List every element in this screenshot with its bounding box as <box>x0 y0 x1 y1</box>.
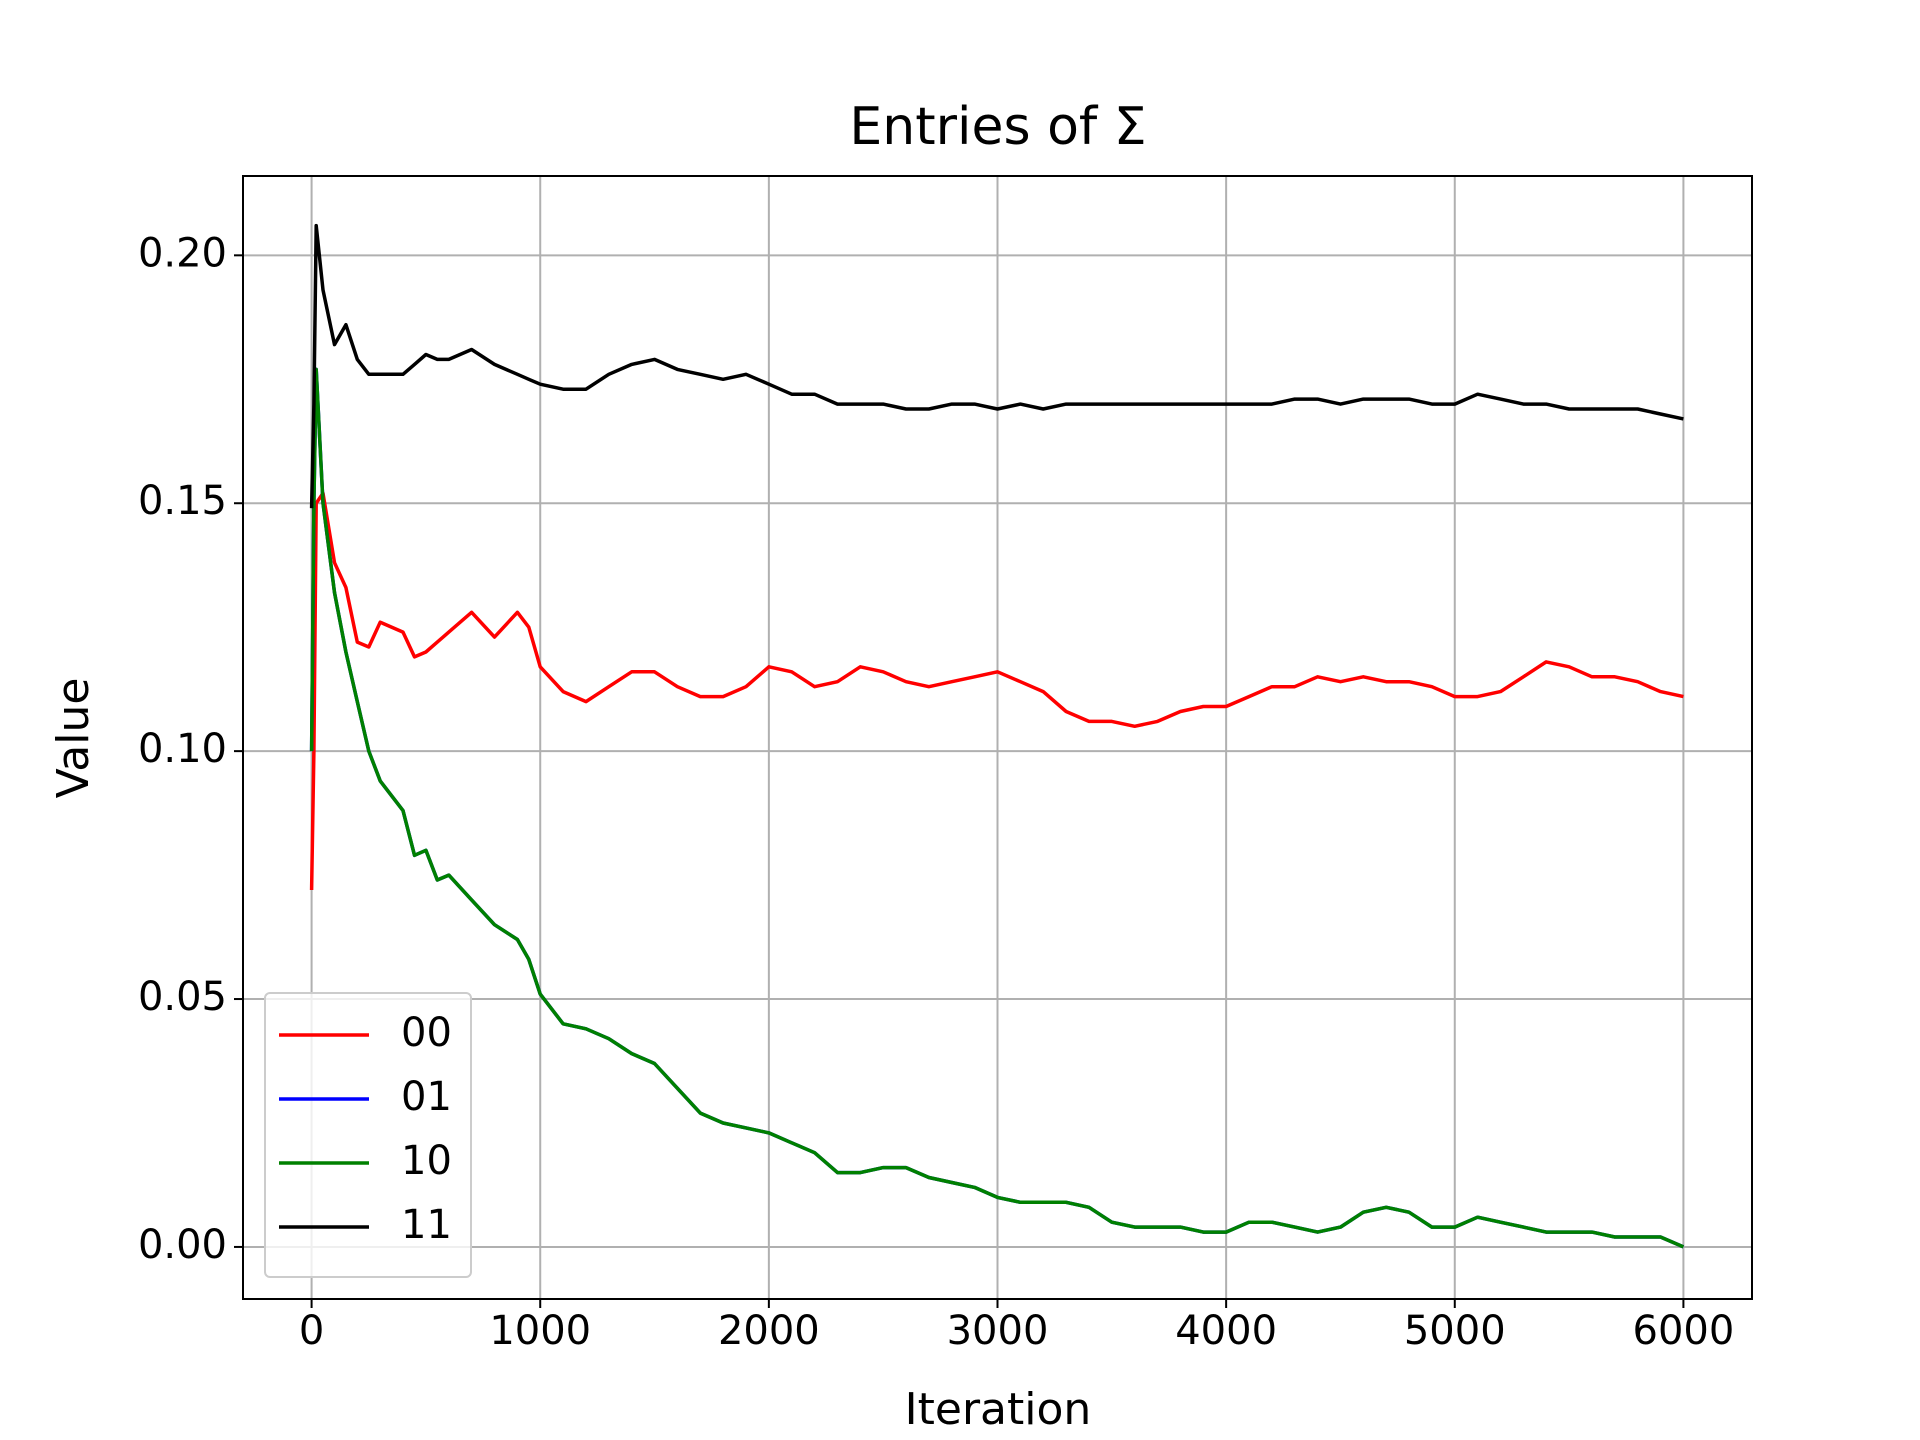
y-axis-label: Value <box>48 678 99 799</box>
x-tick-label: 0 <box>299 1308 324 1354</box>
series-line <box>309 223 1684 509</box>
chart-title: Entries of Σ <box>849 97 1146 157</box>
y-tick-label: 0.20 <box>138 230 227 276</box>
plot-frame <box>242 175 1753 1300</box>
x-tick-label: 1000 <box>489 1308 591 1354</box>
legend-label: 01 <box>401 1074 452 1120</box>
y-tick-label: 0.00 <box>138 1222 227 1268</box>
x-tick-label: 4000 <box>1175 1308 1277 1354</box>
legend: 00 01 10 11 <box>264 992 472 1278</box>
legend-label: 10 <box>401 1138 452 1184</box>
y-tick-label: 0.05 <box>138 974 227 1020</box>
x-axis-label: Iteration <box>905 1384 1092 1435</box>
x-tick-label: 2000 <box>718 1308 820 1354</box>
x-tick-label: 5000 <box>1404 1308 1506 1354</box>
y-tick-label: 0.10 <box>138 726 227 772</box>
series-line <box>309 367 1685 1249</box>
legend-label: 11 <box>401 1202 452 1248</box>
legend-label: 00 <box>401 1010 452 1056</box>
series-line <box>309 491 1684 891</box>
legend-box <box>264 992 472 1278</box>
y-tick-label: 0.15 <box>138 478 227 524</box>
x-tick-label: 3000 <box>947 1308 1049 1354</box>
x-tick-label: 6000 <box>1633 1308 1735 1354</box>
